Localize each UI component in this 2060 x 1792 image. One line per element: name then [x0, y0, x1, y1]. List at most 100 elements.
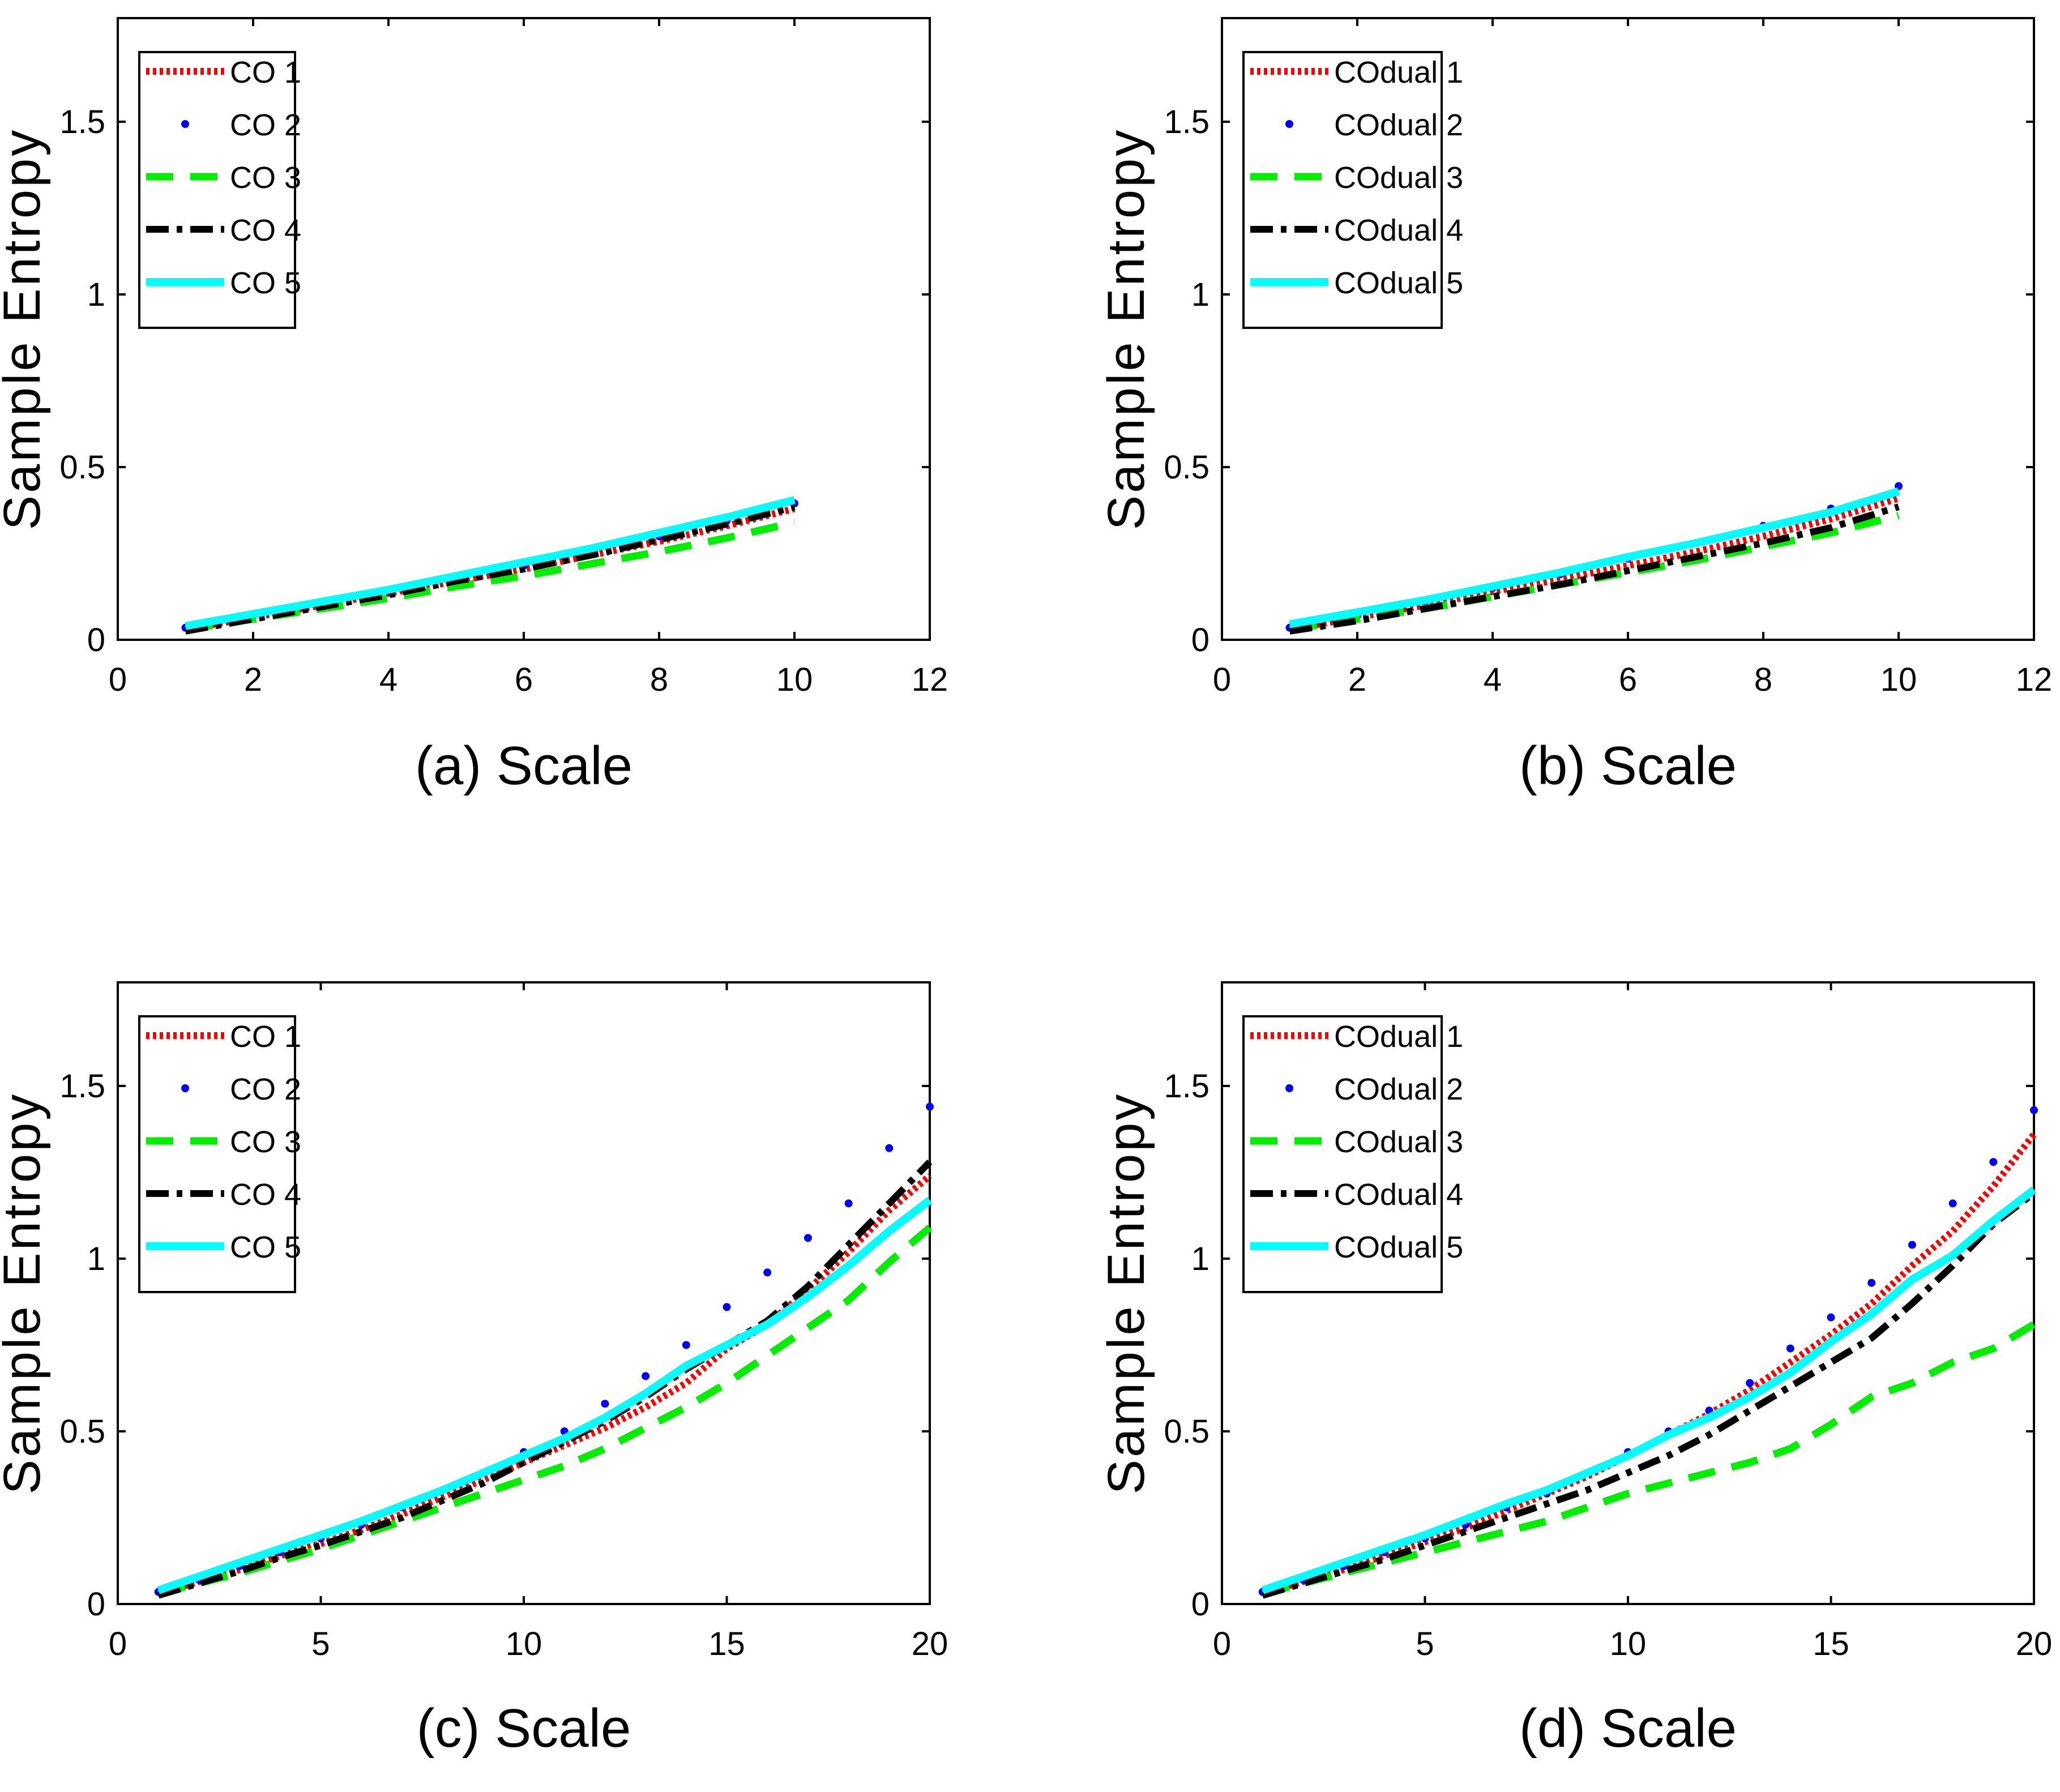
series-5	[1289, 487, 1900, 628]
data-point	[723, 1303, 731, 1311]
legend-swatch	[1285, 120, 1293, 128]
x-tick-label: 10	[506, 1626, 542, 1662]
y-tick-label: 0.5	[1164, 449, 1209, 486]
x-axis-caption: (a) Scale	[415, 735, 632, 796]
y-axis-label: Sample Entropy	[1097, 1092, 1155, 1495]
data-point	[804, 1234, 812, 1242]
legend-label: COdual 1	[1334, 1020, 1463, 1054]
x-tick-label: 2	[1348, 661, 1366, 698]
series-line	[1261, 1190, 2036, 1599]
legend-swatch	[181, 1084, 189, 1092]
legend-label: CO 1	[230, 1020, 301, 1054]
y-tick-label: 0.5	[59, 1413, 105, 1450]
x-tick-label: 20	[912, 1626, 948, 1662]
x-tick-label: 8	[1754, 661, 1772, 698]
data-point	[1786, 1344, 1794, 1353]
series-5	[1261, 1186, 2037, 1594]
legend-label: COdual 3	[1334, 161, 1463, 195]
data-point	[1827, 1313, 1835, 1321]
series-line	[1261, 1186, 2037, 1594]
series-line	[185, 496, 796, 630]
x-tick-label: 2	[244, 661, 262, 698]
legend-label: CO 3	[230, 161, 301, 195]
legend-label: CO 2	[230, 108, 301, 142]
y-tick-label: 1.5	[1164, 1068, 1209, 1105]
series-line	[1289, 487, 1900, 628]
x-axis-caption: (c) Scale	[417, 1698, 631, 1759]
data-point	[763, 1268, 772, 1277]
x-tick-label: 0	[1213, 1626, 1231, 1662]
y-tick-label: 0	[1191, 622, 1209, 658]
series-3	[1289, 512, 1900, 634]
series-line	[1262, 1321, 2036, 1597]
x-tick-label: 0	[109, 1626, 127, 1662]
x-tick-label: 12	[912, 661, 948, 698]
y-axis-label: Sample Entropy	[1097, 128, 1155, 531]
legend-label: CO 4	[230, 1178, 301, 1212]
x-tick-label: 20	[2016, 1626, 2053, 1662]
series-4	[1261, 1190, 2036, 1599]
y-tick-label: 1.5	[59, 1068, 105, 1105]
legend-swatch	[1285, 1084, 1293, 1092]
series-4	[185, 503, 796, 635]
x-tick-label: 10	[1881, 661, 1917, 698]
legend: COdual 1 COdual 2 COdual 3 COdual 4 COdual 5	[1242, 51, 1463, 329]
x-tick-label: 10	[776, 661, 813, 698]
legend: CO 1 CO 2 CO 3 CO 4 CO 5	[138, 51, 301, 329]
legend-label: COdual 2	[1334, 1072, 1463, 1106]
legend-label: CO 5	[230, 266, 301, 300]
x-tick-label: 12	[2016, 661, 2053, 698]
legend-label: CO 2	[230, 1072, 301, 1106]
legend: COdual 1 COdual 2 COdual 3 COdual 4 COdual 5	[1242, 1015, 1463, 1293]
series-line	[157, 1196, 933, 1594]
x-tick-label: 5	[1416, 1626, 1434, 1662]
data-point	[1908, 1241, 1916, 1249]
series-4	[1289, 503, 1900, 635]
series-4	[157, 1160, 933, 1599]
y-tick-label: 1.5	[1164, 104, 1209, 140]
x-axis-caption: (d) Scale	[1519, 1698, 1737, 1759]
x-tick-label: 6	[1619, 661, 1637, 698]
data-point	[1989, 1158, 1998, 1166]
legend: CO 1 CO 2 CO 3 CO 4 CO 5	[138, 1015, 301, 1293]
data-point	[1948, 1199, 1957, 1208]
data-point	[601, 1400, 609, 1408]
x-tick-label: 0	[1213, 661, 1231, 698]
x-tick-label: 0	[109, 661, 127, 698]
x-tick-label: 15	[708, 1626, 745, 1662]
legend-label: COdual 5	[1334, 1230, 1463, 1264]
x-tick-label: 10	[1610, 1626, 1647, 1662]
y-axis-label: Sample Entropy	[0, 1092, 51, 1495]
y-tick-label: 0	[87, 1586, 105, 1623]
legend-label: COdual 4	[1334, 1178, 1463, 1212]
y-tick-label: 1	[1191, 1241, 1209, 1277]
data-point	[885, 1144, 894, 1152]
x-tick-label: 4	[1484, 661, 1502, 698]
legend-label: COdual 2	[1334, 108, 1463, 142]
data-point	[642, 1372, 650, 1380]
legend-label: CO 5	[230, 1230, 301, 1264]
legend-label: CO 4	[230, 213, 301, 247]
legend-label: COdual 4	[1334, 213, 1463, 247]
x-tick-label: 4	[379, 661, 398, 698]
y-tick-label: 1	[87, 276, 105, 313]
x-axis-caption: (b) Scale	[1519, 735, 1737, 796]
x-tick-label: 5	[311, 1626, 330, 1662]
y-tick-label: 0	[1191, 1586, 1209, 1623]
data-point	[1867, 1278, 1876, 1287]
x-tick-label: 6	[515, 661, 533, 698]
y-tick-label: 0.5	[59, 449, 105, 486]
y-tick-label: 0	[87, 622, 105, 658]
legend-swatch	[181, 120, 189, 128]
data-point	[926, 1102, 934, 1111]
series-3	[1262, 1321, 2036, 1597]
x-tick-label: 8	[650, 661, 668, 698]
data-point	[682, 1341, 690, 1349]
x-tick-label: 15	[1813, 1626, 1849, 1662]
y-axis-label: Sample Entropy	[0, 128, 51, 531]
legend-label: CO 1	[230, 55, 301, 89]
